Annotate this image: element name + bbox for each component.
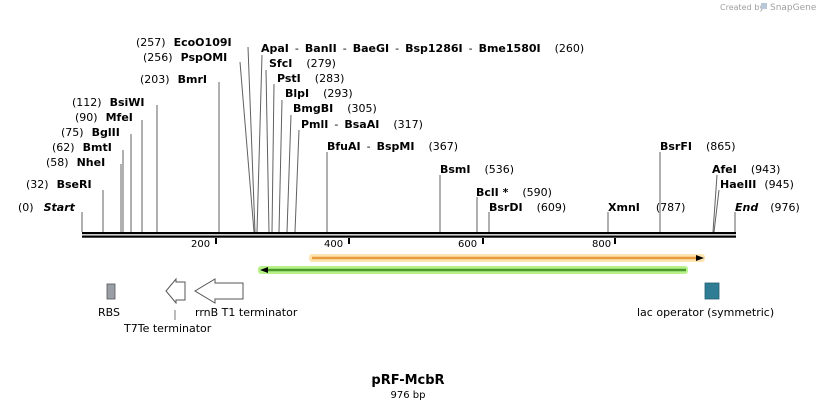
site-pmli-group: PmlI - BsaAI (317): [301, 118, 423, 131]
feature-label-t7te: T7Te terminator: [123, 322, 212, 335]
rbs-feature: [106, 283, 116, 300]
site-end: End (976): [735, 201, 800, 214]
site-pspomi: (256) PspOMI: [143, 51, 227, 64]
site-bfuai-group: BfuAI - BspMI (367): [327, 140, 458, 153]
credit-brand: SnapGene: [770, 3, 817, 13]
site-bsmi: BsmI (536): [440, 163, 514, 176]
lac-operator-feature: [704, 282, 720, 300]
ruler-label-400: 400: [324, 239, 343, 250]
credit-text: Created by: [720, 3, 764, 12]
site-bmgbi: BmgBI (305): [293, 102, 377, 115]
site-lines: [81, 46, 736, 233]
feature-label-rrnb: rrnB T1 terminator: [195, 306, 298, 319]
backbone: [82, 232, 736, 238]
site-bcli: BclI * (590): [476, 186, 552, 199]
feature-label-rbs: RBS: [98, 306, 120, 319]
site-mfei: (90) MfeI: [75, 111, 133, 124]
ruler-tick-200: [215, 238, 217, 244]
ruler-label-600: 600: [458, 239, 477, 250]
site-bseri: (32) BseRI: [26, 178, 92, 191]
feature-label-lac-operator: lac operator (symmetric): [637, 306, 774, 319]
site-xmni: XmnI (787): [608, 201, 685, 214]
site-psti: PstI (283): [277, 72, 344, 85]
site-nhei: (58) NheI: [46, 156, 105, 169]
site-bglii: (75) BglII: [61, 126, 120, 139]
site-start: (0) Start: [18, 201, 76, 214]
site-sfci: SfcI (279): [269, 57, 336, 70]
features: RBS T7Te terminator rrnB T1 terminator l…: [98, 277, 774, 335]
orf-forward: [309, 254, 705, 262]
site-haeiii: HaeIII (945): [720, 178, 794, 191]
ruler-tick-600: [482, 238, 484, 244]
site-bsrdi: BsrDI (609): [489, 201, 566, 214]
site-bmti: (62) BmtI: [52, 141, 112, 154]
orf-reverse: [258, 266, 688, 274]
snapgene-logo-icon: [761, 3, 767, 9]
rrnb-t1-terminator-feature: [194, 278, 244, 304]
site-afei: AfeI (943): [712, 163, 780, 176]
ruler: 200 400 600 800: [191, 238, 616, 250]
site-labels: (0) Start (32) BseRI (58) NheI (62) BmtI (75…: [18, 36, 800, 214]
ruler-label-200: 200: [191, 239, 210, 250]
t7te-terminator-feature: [165, 277, 186, 305]
plasmid-name: pRF-McbR: [371, 373, 444, 388]
site-blpi: BlpI (293): [285, 87, 353, 100]
site-apai-group: ApaI - BanII - BaeGI - Bsp1286I - Bme1580I (260): [261, 42, 584, 55]
ruler-tick-400: [348, 238, 350, 244]
site-bsrfi: BsrFI (865): [660, 140, 736, 153]
ruler-label-800: 800: [592, 239, 611, 250]
site-bmri: (203) BmrI: [140, 73, 207, 86]
ruler-tick-800: [614, 238, 616, 244]
plasmid-length: 976 bp: [391, 390, 426, 401]
site-bsiwi: (112) BsiWI: [72, 96, 145, 109]
site-ecoo109i: (257) EcoO109I: [136, 36, 232, 49]
